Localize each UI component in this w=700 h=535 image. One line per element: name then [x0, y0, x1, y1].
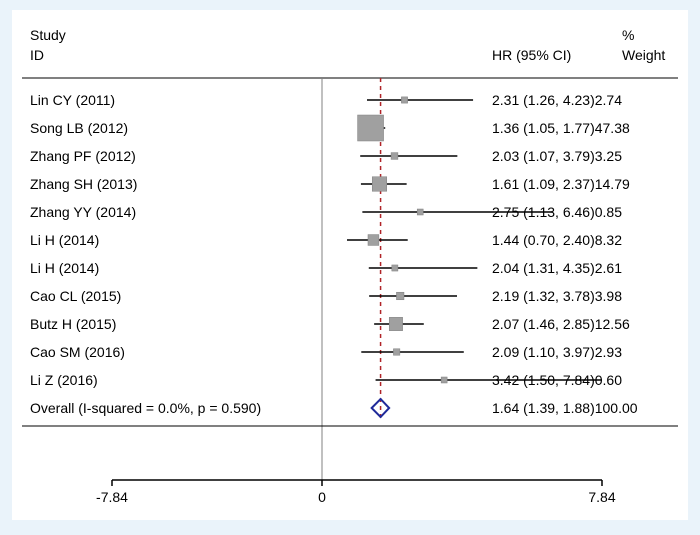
x-tick-label: 7.84	[588, 489, 615, 505]
study-hr-weight: 2.04 (1.31, 4.35)2.61	[492, 260, 622, 276]
point-estimate-box	[417, 209, 423, 215]
study-label: Li H (2014)	[30, 232, 99, 248]
study-hr-weight: 1.61 (1.09, 2.37)14.79	[492, 176, 630, 192]
study-hr-weight: 2.31 (1.26, 4.23)2.74	[492, 92, 622, 108]
study-label: Zhang YY (2014)	[30, 204, 136, 220]
study-label: Zhang PF (2012)	[30, 148, 136, 164]
forest-plot-container: Study ID HR (95% CI)% Weight Lin CY (2011) 2.…	[0, 0, 700, 535]
study-label: Li H (2014)	[30, 260, 99, 276]
point-estimate-box	[392, 265, 398, 271]
x-tick-label: -7.84	[96, 489, 128, 505]
point-estimate-box	[396, 292, 404, 300]
point-estimate-box	[401, 97, 407, 103]
header-weight-line2: Weight	[622, 47, 665, 63]
study-label: Song LB (2012)	[30, 120, 128, 136]
x-tick-label: 0	[318, 489, 326, 505]
study-label: Cao SM (2016)	[30, 344, 125, 360]
study-label: Zhang SH (2013)	[30, 176, 137, 192]
header-weight-line1: %	[622, 27, 634, 43]
study-hr-weight: 2.19 (1.32, 3.78)3.98	[492, 288, 622, 304]
point-estimate-box	[368, 235, 379, 246]
header-study-line1: Study	[30, 27, 66, 43]
overall-label: Overall (I-squared = 0.0%, p = 0.590)	[30, 400, 261, 416]
point-estimate-box	[358, 115, 384, 141]
study-label: Butz H (2015)	[30, 316, 116, 332]
point-estimate-box	[391, 153, 398, 160]
study-hr-weight: 2.09 (1.10, 3.97)2.93	[492, 344, 622, 360]
study-label: Li Z (2016)	[30, 372, 98, 388]
study-label: Lin CY (2011)	[30, 92, 115, 108]
study-hr-weight: 1.44 (0.70, 2.40)8.32	[492, 232, 622, 248]
overall-hr-weight: 1.64 (1.39, 1.88)100.00	[492, 400, 638, 416]
point-estimate-box	[389, 317, 402, 330]
point-estimate-box	[441, 377, 447, 383]
header-study-line2: ID	[30, 47, 44, 63]
study-hr-weight: 2.07 (1.46, 2.85)12.56	[492, 316, 630, 332]
forest-plot-svg: Study ID HR (95% CI)% Weight Lin CY (2011) 2.…	[12, 10, 688, 520]
header-hr: HR (95% CI)	[492, 47, 571, 63]
study-hr-weight: 1.36 (1.05, 1.77)47.38	[492, 120, 630, 136]
forest-plot-inner: Study ID HR (95% CI)% Weight Lin CY (2011) 2.…	[12, 10, 688, 520]
study-label: Cao CL (2015)	[30, 288, 121, 304]
point-estimate-box	[372, 177, 387, 192]
point-estimate-box	[393, 349, 399, 355]
study-hr-weight: 2.03 (1.07, 3.79)3.25	[492, 148, 622, 164]
